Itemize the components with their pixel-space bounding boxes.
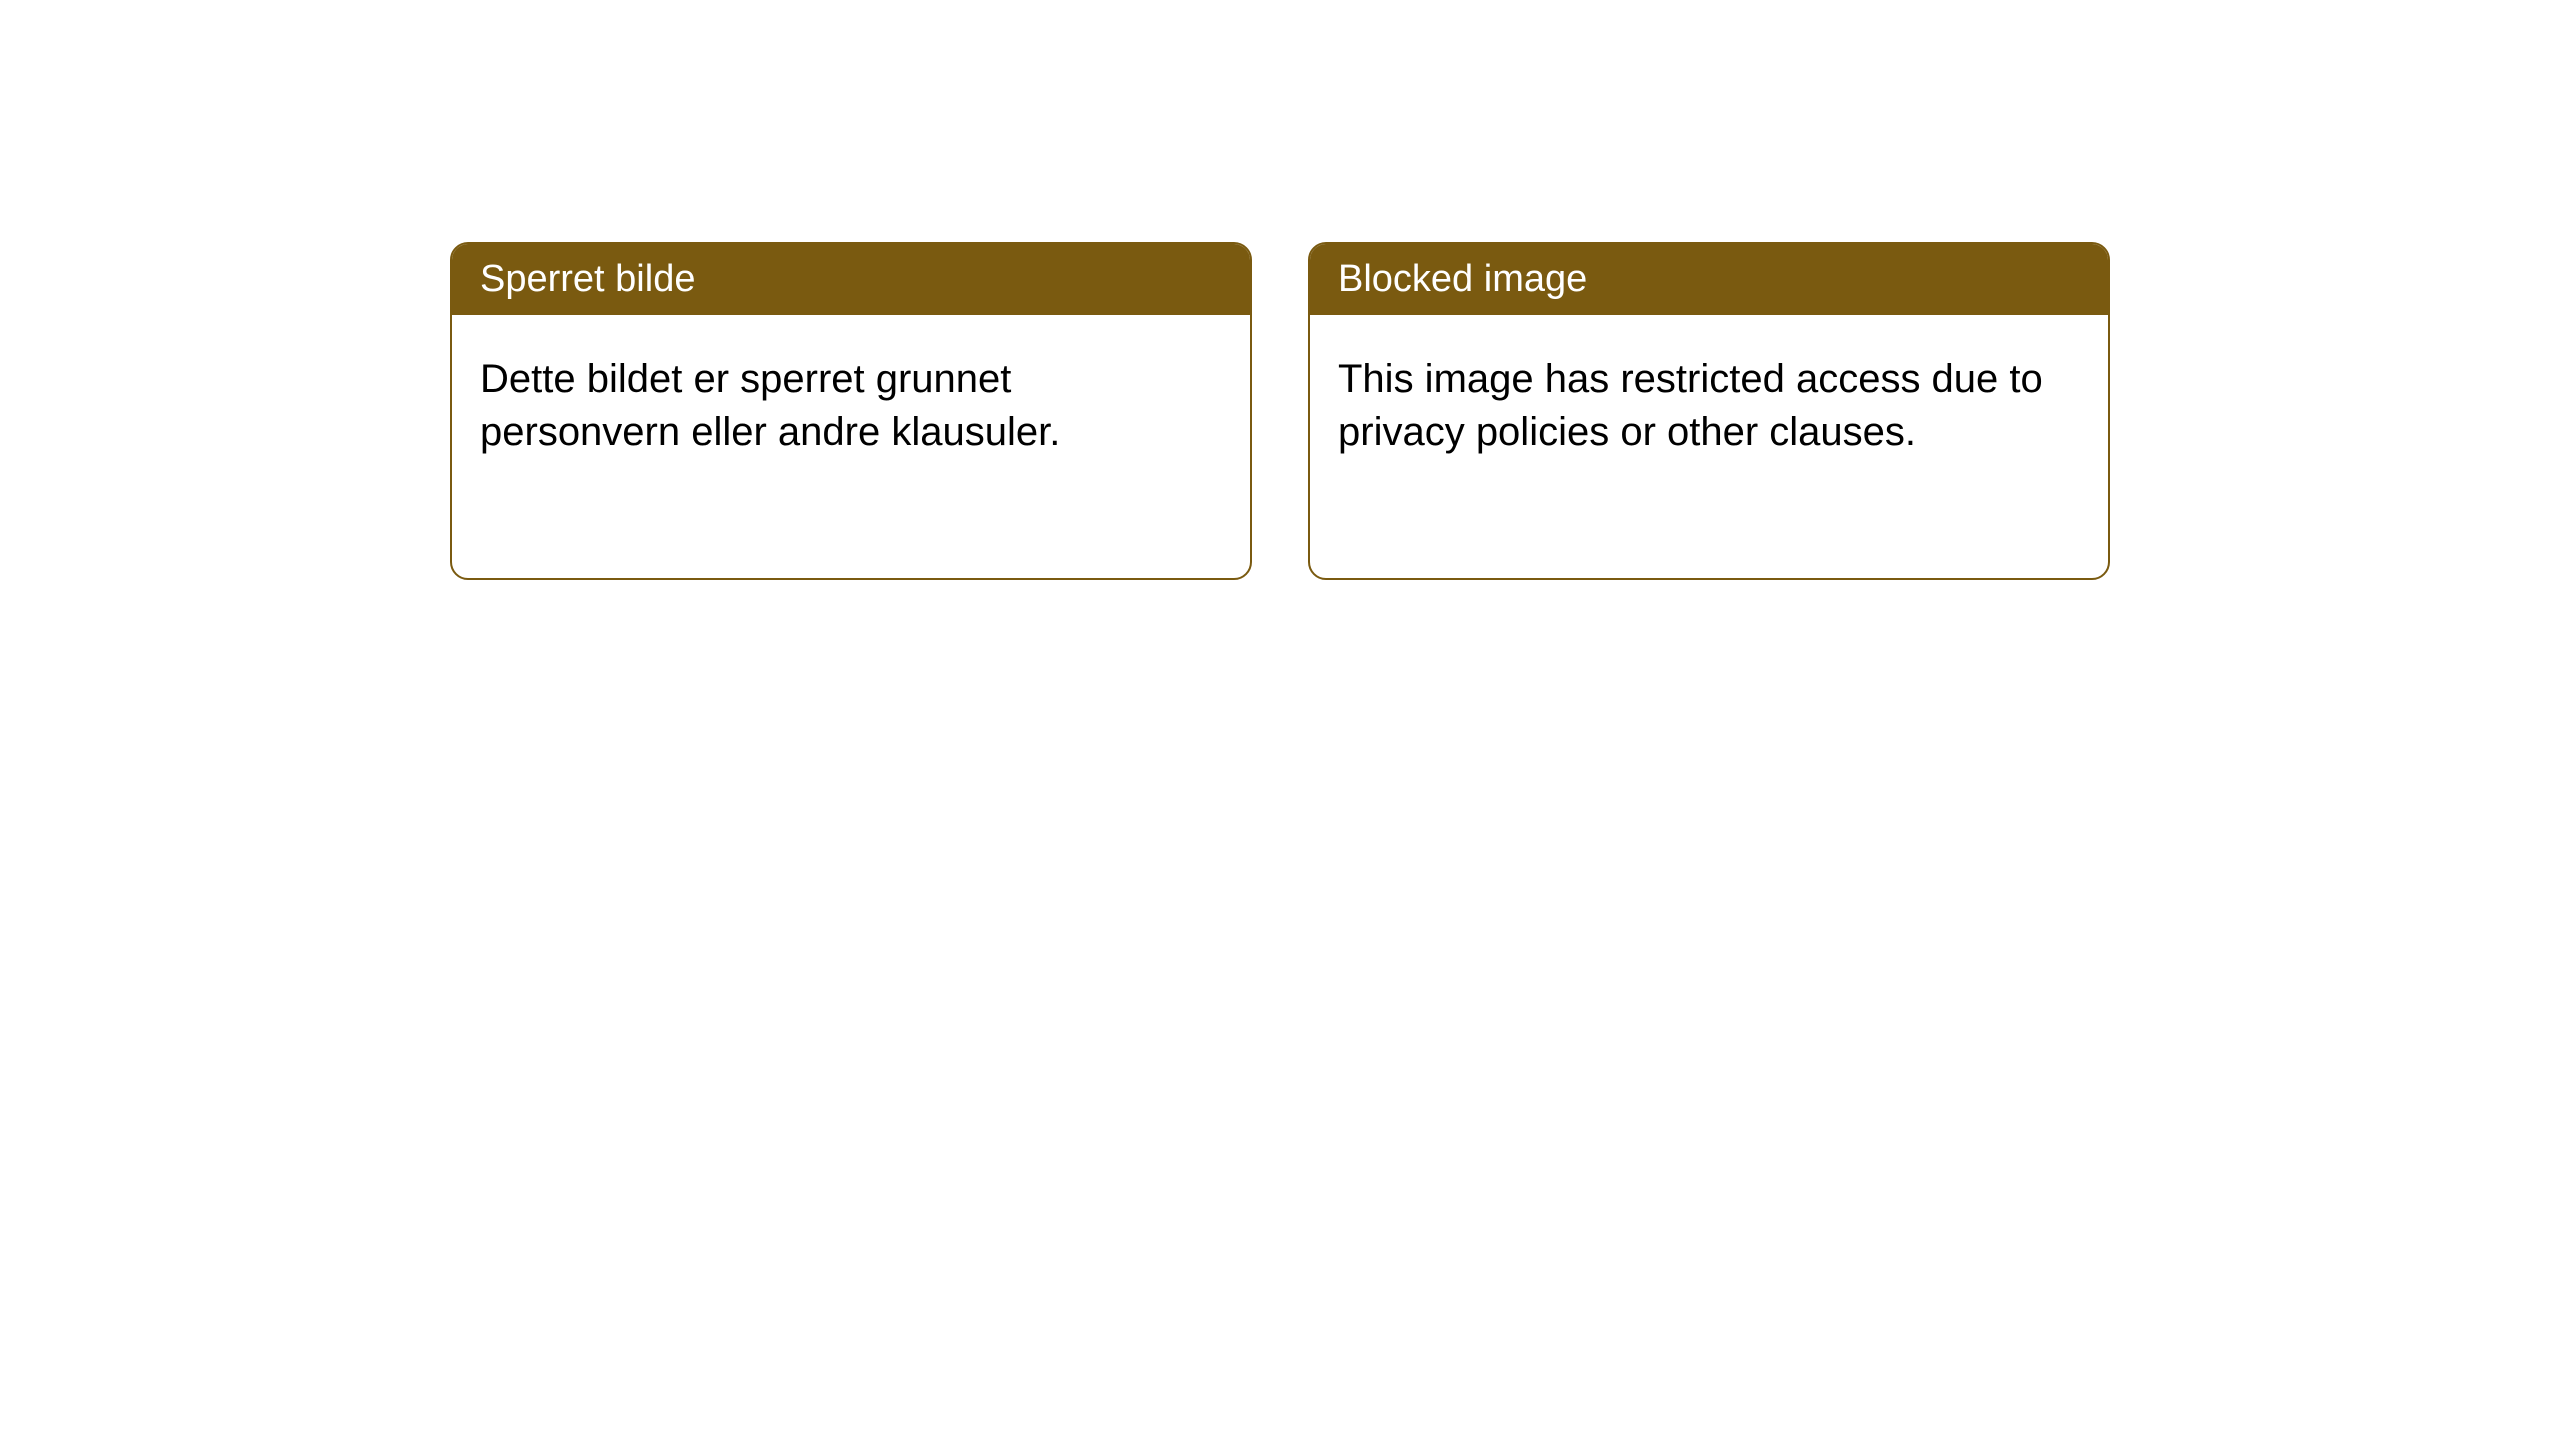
card-title: Sperret bilde bbox=[480, 258, 695, 300]
card-title: Blocked image bbox=[1338, 258, 1587, 300]
blocked-notice-card-no: Sperret bilde Dette bildet er sperret gr… bbox=[450, 242, 1252, 580]
card-body: This image has restricted access due to … bbox=[1310, 315, 2108, 497]
card-body-text: This image has restricted access due to … bbox=[1338, 357, 2043, 454]
card-body: Dette bildet er sperret grunnet personve… bbox=[452, 315, 1250, 497]
blocked-notice-card-en: Blocked image This image has restricted … bbox=[1308, 242, 2110, 580]
card-body-text: Dette bildet er sperret grunnet personve… bbox=[480, 357, 1060, 454]
card-header: Sperret bilde bbox=[452, 244, 1250, 315]
card-header: Blocked image bbox=[1310, 244, 2108, 315]
notice-container: Sperret bilde Dette bildet er sperret gr… bbox=[450, 242, 2110, 580]
